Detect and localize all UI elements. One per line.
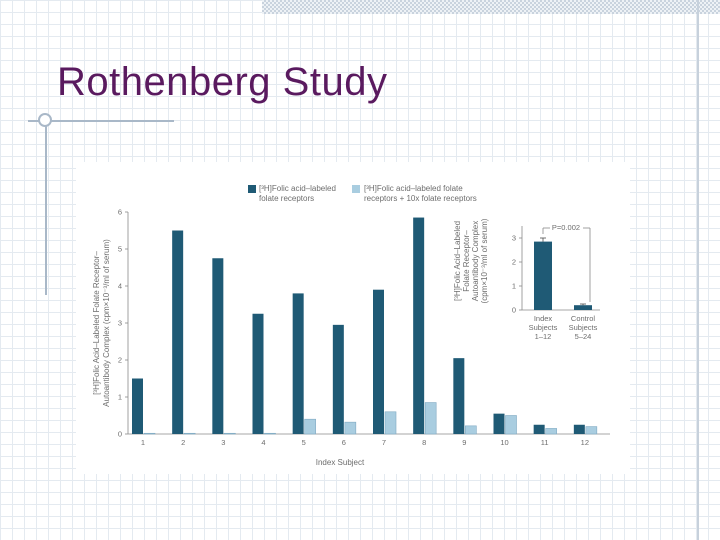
x-axis-title: Index Subject xyxy=(316,458,365,467)
bar xyxy=(424,402,437,435)
bar xyxy=(292,293,304,434)
inset-x-label: Subjects xyxy=(569,323,598,332)
x-tick-label: 7 xyxy=(382,438,386,447)
y-tick-label: 6 xyxy=(118,208,122,217)
x-tick-label: 12 xyxy=(581,438,589,447)
bar xyxy=(533,424,545,434)
bar xyxy=(304,418,316,435)
bar xyxy=(344,421,357,435)
inset-chart: [³H]Folic Acid–Labeled Folate Receptor– … xyxy=(453,218,600,341)
bar xyxy=(545,428,557,435)
y-tick-label: 1 xyxy=(118,393,122,402)
x-tick-label: 4 xyxy=(261,438,265,447)
bar-chart: [³H]Folic acid–labeled folate receptors … xyxy=(92,184,610,467)
y-tick-label: 0 xyxy=(118,430,122,439)
inset-x-label: Index xyxy=(534,314,553,323)
inset-x-label: 1–12 xyxy=(535,332,552,341)
main-x-ticks: 1 2 3 4 5 6 7 8 9 10 11 12 xyxy=(141,438,589,447)
bar xyxy=(132,378,143,434)
y-tick-label: 4 xyxy=(118,282,122,291)
bar xyxy=(384,411,397,435)
inset-y-tick-label: 0 xyxy=(512,306,516,315)
x-tick-label: 8 xyxy=(422,438,426,447)
x-tick-label: 10 xyxy=(500,438,508,447)
decorative-vertical-line xyxy=(45,120,47,295)
x-tick-label: 1 xyxy=(141,438,145,447)
legend: [³H]Folic acid–labeled folate receptors … xyxy=(248,184,477,203)
bar xyxy=(413,217,425,434)
bar xyxy=(332,324,344,434)
bar xyxy=(264,432,276,435)
bar xyxy=(224,432,236,435)
inset-bar xyxy=(574,305,592,310)
decorative-circle xyxy=(38,113,52,127)
main-y-ticks: 0 1 2 3 4 5 6 xyxy=(118,208,128,439)
inset-bar xyxy=(534,241,552,310)
bar xyxy=(493,413,505,434)
inset-y-tick-label: 3 xyxy=(512,234,516,243)
bar xyxy=(143,432,156,435)
p-value-annotation: P=0.002 xyxy=(552,223,580,232)
inset-y-axis-title: [³H]Folic Acid–Labeled xyxy=(453,221,462,301)
legend-label: [³H]Folic acid–labeled xyxy=(259,184,336,193)
x-tick-label: 11 xyxy=(541,438,549,447)
inset-y-axis-title: Folate Receptor– xyxy=(462,230,471,292)
x-tick-label: 5 xyxy=(302,438,306,447)
inset-x-label: Subjects xyxy=(529,323,558,332)
legend-swatch-dark xyxy=(248,185,256,193)
inset-x-label: Control xyxy=(571,314,596,323)
y-tick-label: 2 xyxy=(118,356,122,365)
x-tick-label: 9 xyxy=(462,438,466,447)
inset-x-label: 5–24 xyxy=(575,332,592,341)
bar xyxy=(585,426,598,435)
main-bars xyxy=(132,217,598,435)
bar xyxy=(453,358,465,434)
y-tick-label: 3 xyxy=(118,319,122,328)
inset-y-axis-title: Autoantibody Complex xyxy=(471,221,480,302)
header-decoration-band xyxy=(262,0,720,14)
bar xyxy=(373,289,384,434)
inset-y-tick-label: 2 xyxy=(512,258,516,267)
inset-y-axis-title: (cpm×10⁻³/ml of serum) xyxy=(480,218,489,303)
figure-panel: [³H]Folic acid–labeled folate receptors … xyxy=(76,162,630,474)
inset-y-tick-label: 1 xyxy=(512,282,516,291)
legend-label: receptors + 10x folate receptors xyxy=(364,194,477,203)
inset-y-ticks: 0 1 2 3 xyxy=(512,234,522,315)
x-tick-label: 3 xyxy=(221,438,225,447)
decorative-vertical-line xyxy=(697,0,699,540)
bar xyxy=(212,258,224,434)
y-axis-title: [³H]Folic Acid–Labeled Folate Receptor– xyxy=(92,251,101,395)
x-tick-label: 6 xyxy=(342,438,346,447)
legend-label: [³H]Folic acid–labeled folate xyxy=(364,184,463,193)
inset-bars xyxy=(534,237,592,310)
bar xyxy=(465,425,477,435)
legend-label: folate receptors xyxy=(259,194,314,203)
legend-swatch-light xyxy=(352,185,360,193)
bar xyxy=(505,415,517,435)
y-tick-label: 5 xyxy=(118,245,122,254)
bar xyxy=(252,313,264,434)
bar xyxy=(172,230,184,434)
bar xyxy=(183,432,196,435)
decorative-horizontal-line xyxy=(28,120,174,122)
y-axis-title: Autoantibody Complex (cpm×10⁻³/ml of ser… xyxy=(102,239,111,407)
x-tick-label: 2 xyxy=(181,438,185,447)
slide-title: Rothenberg Study xyxy=(57,60,388,104)
bar xyxy=(573,424,585,434)
